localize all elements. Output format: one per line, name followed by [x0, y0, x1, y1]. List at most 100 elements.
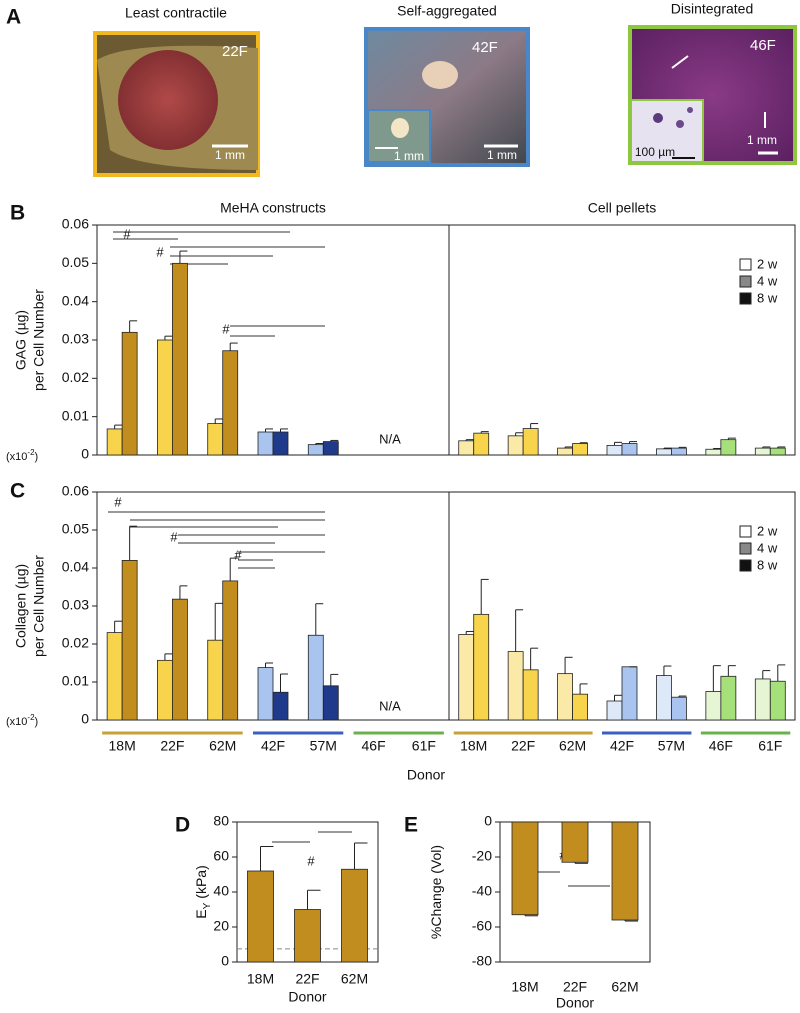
scale-label: 1 mm: [215, 148, 245, 162]
bar: [222, 350, 239, 456]
x-tick-label: 46F: [709, 738, 733, 754]
x-axis-label: Donor: [556, 995, 594, 1011]
image-caption: Self-aggregated: [397, 3, 497, 19]
x-tick-label: 18M: [460, 738, 487, 754]
bar: [656, 448, 672, 456]
legend-swatch: [739, 292, 752, 305]
scale-note: (x10-2): [6, 713, 38, 728]
scale-note-part: -2: [27, 448, 35, 457]
y-tick-label: -20: [472, 848, 492, 864]
scale-label: 1 mm: [487, 148, 517, 162]
annotation: N/A: [379, 698, 401, 713]
bar: [720, 675, 737, 721]
image-tag: 42F: [472, 39, 498, 56]
y-tick-label: 40: [213, 883, 229, 899]
bar: [106, 428, 123, 456]
y-tick-label: 0.05: [62, 254, 89, 270]
bar: [307, 634, 324, 721]
bar: [671, 696, 687, 721]
scale-note-part: ): [35, 451, 39, 463]
scale-label: 100 µm: [635, 145, 675, 159]
x-tick-label: 62M: [209, 738, 236, 754]
y-tick-label: -60: [472, 918, 492, 934]
annotation: #: [123, 226, 131, 241]
y-tick-label: 0.04: [62, 559, 89, 575]
bar: [207, 423, 224, 456]
x-tick-label: 22F: [160, 738, 184, 754]
bar: [507, 651, 524, 721]
bar: [473, 613, 490, 721]
image-self-aggregated: 42F 1 mm 1 mm: [364, 27, 530, 167]
panel-letter: A: [6, 6, 21, 29]
x-tick-label: 18M: [247, 971, 274, 987]
x-tick-label: 46F: [362, 738, 386, 754]
image-caption: Least contractile: [125, 5, 227, 21]
image-least-contractile: 22F 1 mm: [93, 31, 260, 177]
bar: [705, 448, 722, 456]
bar: [257, 667, 274, 721]
legend-label: 4 w: [757, 540, 778, 555]
bar: [507, 435, 524, 456]
bar: [341, 868, 368, 963]
bar: [473, 432, 490, 456]
x-tick-label: 42F: [261, 738, 285, 754]
bar: [458, 440, 475, 456]
y-axis-label-part: E: [193, 909, 209, 918]
bar: [705, 691, 722, 721]
y-axis-label: GAG (µg): [13, 310, 29, 370]
bar: [257, 431, 274, 456]
legend-swatch: [739, 258, 752, 271]
y-axis-label: Collagen (µg): [13, 564, 29, 648]
scale-label: 1 mm: [747, 133, 777, 147]
image-tag: 22F: [222, 43, 248, 60]
bar: [157, 659, 173, 721]
x-tick-label: 42F: [610, 738, 634, 754]
annotation: #: [307, 853, 315, 868]
bar: [121, 560, 138, 721]
y-tick-label: 20: [213, 918, 229, 934]
bar: [222, 580, 239, 721]
x-tick-label: 22F: [563, 979, 587, 995]
y-tick-label: 0.06: [62, 216, 89, 232]
panel-letter: B: [10, 202, 25, 225]
bar: [307, 444, 324, 456]
scale-note-part: -2: [27, 713, 35, 722]
bar: [157, 339, 173, 456]
annotation: #: [234, 547, 242, 562]
scale-label: 1 mm: [394, 149, 424, 163]
image-disintegrated: 46F 1 mm 100 µm: [628, 25, 797, 165]
y-axis-label-part: Y: [202, 902, 213, 909]
y-tick-label: 0: [484, 813, 492, 829]
bar: [322, 441, 339, 456]
legend-label: 2 w: [757, 523, 778, 538]
legend-swatch: [739, 525, 752, 538]
x-tick-label: 62M: [611, 979, 638, 995]
legend-label: 8 w: [757, 557, 778, 572]
bar: [322, 685, 339, 721]
y-tick-label: 0.01: [62, 673, 89, 689]
annotation: #: [170, 529, 178, 544]
x-tick-label: 18M: [511, 979, 538, 995]
y-tick-label: -80: [472, 953, 492, 969]
plot-frame: [96, 491, 796, 721]
legend-swatch: [739, 559, 752, 572]
y-tick-label: 80: [213, 813, 229, 829]
group-title: MeHA constructs: [220, 200, 326, 216]
scale-note: (x10-2): [6, 448, 38, 463]
scale-note-part: (x10: [6, 451, 27, 463]
y-tick-label: 0.06: [62, 483, 89, 499]
y-tick-label: 0: [81, 711, 89, 727]
bar: [754, 678, 771, 721]
y-tick-label: 0.02: [62, 369, 89, 385]
bar: [621, 666, 638, 721]
x-tick-label: 61F: [412, 738, 436, 754]
bar: [458, 634, 475, 721]
bar: [272, 691, 289, 721]
scale-note-part: (x10: [6, 716, 27, 728]
bar: [294, 909, 321, 963]
x-tick-label: 62M: [341, 971, 368, 987]
bar: [606, 445, 623, 456]
x-axis-label: Donor: [288, 989, 326, 1005]
image-caption: Disintegrated: [671, 1, 754, 17]
